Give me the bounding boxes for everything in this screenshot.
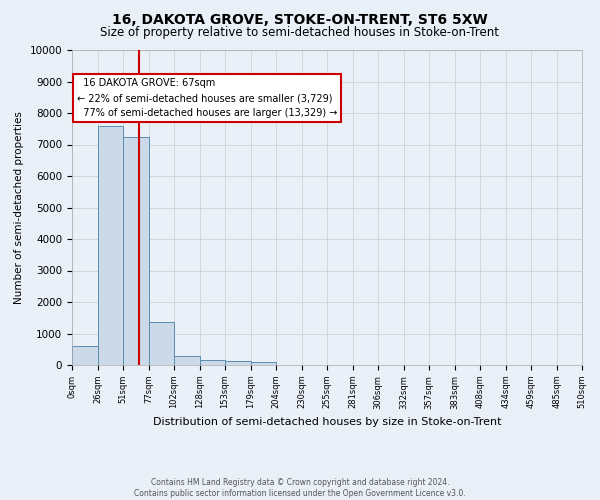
- Text: Contains HM Land Registry data © Crown copyright and database right 2024.
Contai: Contains HM Land Registry data © Crown c…: [134, 478, 466, 498]
- Bar: [251, 362, 276, 365]
- Bar: [225, 360, 251, 365]
- Y-axis label: Number of semi-detached properties: Number of semi-detached properties: [14, 111, 24, 304]
- Bar: [174, 356, 200, 365]
- Bar: [149, 322, 174, 365]
- Bar: [200, 360, 225, 365]
- Bar: [123, 136, 149, 365]
- Text: Size of property relative to semi-detached houses in Stoke-on-Trent: Size of property relative to semi-detach…: [101, 26, 499, 39]
- Text: 16, DAKOTA GROVE, STOKE-ON-TRENT, ST6 5XW: 16, DAKOTA GROVE, STOKE-ON-TRENT, ST6 5X…: [112, 12, 488, 26]
- Bar: [72, 346, 98, 365]
- Bar: [98, 126, 123, 365]
- X-axis label: Distribution of semi-detached houses by size in Stoke-on-Trent: Distribution of semi-detached houses by …: [153, 417, 501, 427]
- Text: 16 DAKOTA GROVE: 67sqm  
← 22% of semi-detached houses are smaller (3,729)
  77%: 16 DAKOTA GROVE: 67sqm ← 22% of semi-det…: [77, 78, 337, 118]
